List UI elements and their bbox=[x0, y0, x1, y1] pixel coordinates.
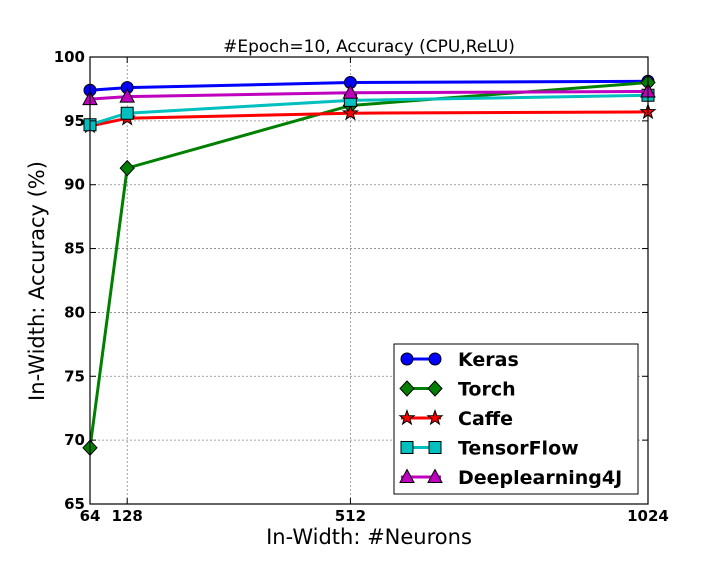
legend-marker-torch bbox=[427, 380, 443, 397]
series-line-torch bbox=[88, 81, 649, 449]
legend-marker-keras bbox=[428, 352, 442, 366]
legend-marker-tensorflow bbox=[400, 441, 414, 454]
legend-label-deeplearning4j: Deeplearning4J bbox=[458, 467, 622, 489]
y-tick-label: 80 bbox=[64, 303, 85, 321]
plot-frame bbox=[89, 56, 649, 505]
x-axis-label: In-Width: #Neurons bbox=[266, 525, 472, 549]
y-tick-label: 85 bbox=[64, 240, 85, 258]
legend-marker-torch bbox=[399, 380, 415, 397]
y-tick-label: 100 bbox=[54, 48, 85, 66]
legend-marker-keras bbox=[400, 352, 414, 366]
y-tick-label: 65 bbox=[64, 495, 85, 513]
y-tick-label: 95 bbox=[64, 112, 85, 130]
data-point-torch bbox=[119, 159, 135, 177]
series-line-caffe bbox=[89, 110, 649, 128]
legend-label-torch: Torch bbox=[458, 379, 516, 401]
legend-marker-tensorflow bbox=[428, 441, 442, 454]
x-tick-label: 128 bbox=[112, 507, 143, 525]
x-tick-label: 1024 bbox=[627, 507, 669, 525]
series-line-tensorflow bbox=[89, 93, 649, 127]
legend: Keras Torch Caffe TensorFlow Deeplearning4J bbox=[393, 343, 639, 495]
y-tick-label: 90 bbox=[64, 176, 85, 194]
x-tick-label: 64 bbox=[80, 507, 101, 525]
legend-label-keras: Keras bbox=[458, 349, 519, 371]
series-line-deeplearning4j bbox=[89, 89, 649, 101]
y-axis-label: In-Width: Accuracy (%) bbox=[25, 161, 49, 401]
legend-label-tensorflow: TensorFlow bbox=[458, 438, 579, 460]
data-point-tensorflow bbox=[120, 106, 134, 120]
legend-marker-deeplearning4j bbox=[427, 468, 443, 483]
y-tick-label: 75 bbox=[64, 367, 85, 385]
series-layer bbox=[81, 74, 657, 457]
y-tick-label: 70 bbox=[64, 431, 85, 449]
data-point-caffe bbox=[341, 104, 359, 121]
data-point-deeplearning4j bbox=[342, 84, 359, 99]
x-tick-label: 512 bbox=[335, 507, 366, 525]
legend-marker-caffe bbox=[426, 408, 444, 426]
legend-marker-caffe bbox=[398, 408, 416, 426]
axis-ticks: 64 128 512 1024 65 70 75 80 85 90 95 100 bbox=[54, 48, 669, 525]
legend-marker-deeplearning4j bbox=[399, 468, 415, 483]
series-line-keras bbox=[89, 79, 649, 92]
data-point-deeplearning4j bbox=[119, 88, 136, 103]
chart-title: #Epoch=10, Accuracy (CPU,ReLU) bbox=[223, 37, 515, 57]
legend-label-caffe: Caffe bbox=[458, 408, 513, 430]
